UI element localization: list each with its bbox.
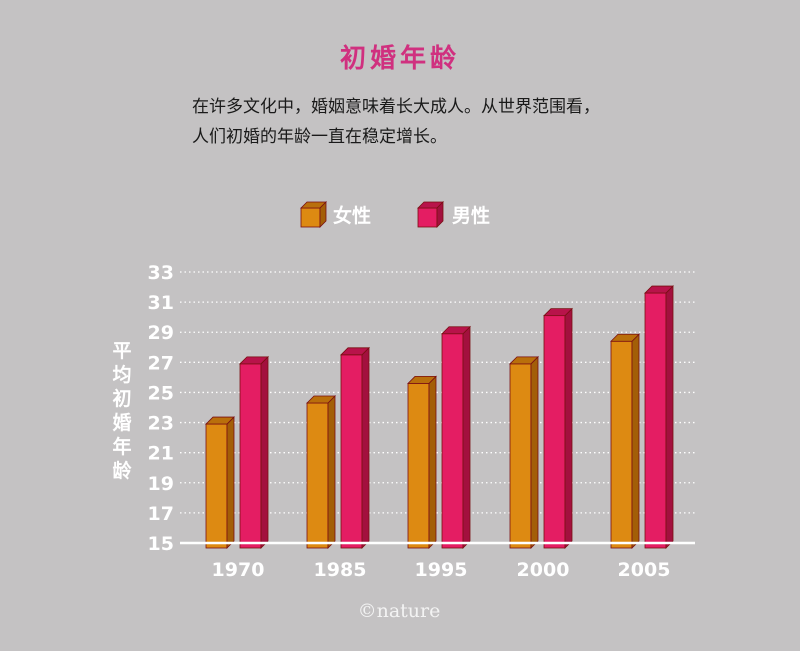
bar-female-2005 (610, 333, 640, 549)
x-category-label: 2000 (517, 559, 570, 581)
y-axis-label: 平均初婚年龄 (112, 340, 132, 482)
legend-swatch (417, 201, 444, 228)
bar-male-1995 (441, 325, 471, 549)
y-tick-label: 17 (148, 503, 174, 525)
bar-male-2005 (644, 285, 674, 549)
y-tick-label: 23 (148, 413, 174, 435)
bar-female-1995 (407, 375, 437, 549)
x-category-label: 1970 (212, 559, 265, 581)
bar-female-2000 (509, 355, 539, 549)
bar-female-1985 (306, 395, 336, 549)
bar-male-2000 (543, 307, 573, 549)
x-category-label: 1995 (415, 559, 468, 581)
y-tick-label: 31 (148, 292, 174, 314)
x-category-label: 1985 (314, 559, 367, 581)
y-tick-label: 19 (148, 473, 174, 495)
bar-female-1970 (205, 416, 235, 549)
subtitle-line-1: 在许多文化中，婚姻意味着长大成人。从世界范围看， (192, 97, 600, 117)
legend-item-male: 男性 (417, 201, 490, 228)
y-tick-label: 15 (148, 533, 174, 555)
y-tick-label: 29 (148, 322, 174, 344)
y-axis-ticks: 15 17 19 21 23 25 27 29 31 33 (148, 262, 174, 555)
y-tick-label: 21 (148, 443, 174, 465)
x-axis-categories: 1970 1985 1995 2000 2005 (212, 559, 671, 581)
y-tick-label: 25 (148, 382, 174, 404)
x-category-label: 2005 (618, 559, 671, 581)
legend-label: 男性 (452, 204, 490, 227)
legend-item-female: 女性 (300, 201, 371, 228)
chart-title: 初婚年龄 (339, 44, 460, 74)
legend: 女性 男性 (300, 201, 490, 228)
legend-label: 女性 (333, 204, 371, 227)
y-tick-label: 27 (148, 352, 174, 374)
y-axis-title: 平均初婚年龄 (112, 340, 132, 482)
bar-male-1970 (239, 355, 269, 549)
legend-swatch (300, 201, 327, 228)
subtitle-line-2: 人们初婚的年龄一直在稳定增长。 (192, 127, 447, 147)
bar-male-1985 (340, 346, 370, 549)
chart-subtitle: 在许多文化中，婚姻意味着长大成人。从世界范围看， 人们初婚的年龄一直在稳定增长。 (192, 92, 752, 152)
nature-credit: ©nature (358, 600, 441, 622)
bars (205, 285, 674, 549)
y-tick-label: 33 (148, 262, 174, 284)
